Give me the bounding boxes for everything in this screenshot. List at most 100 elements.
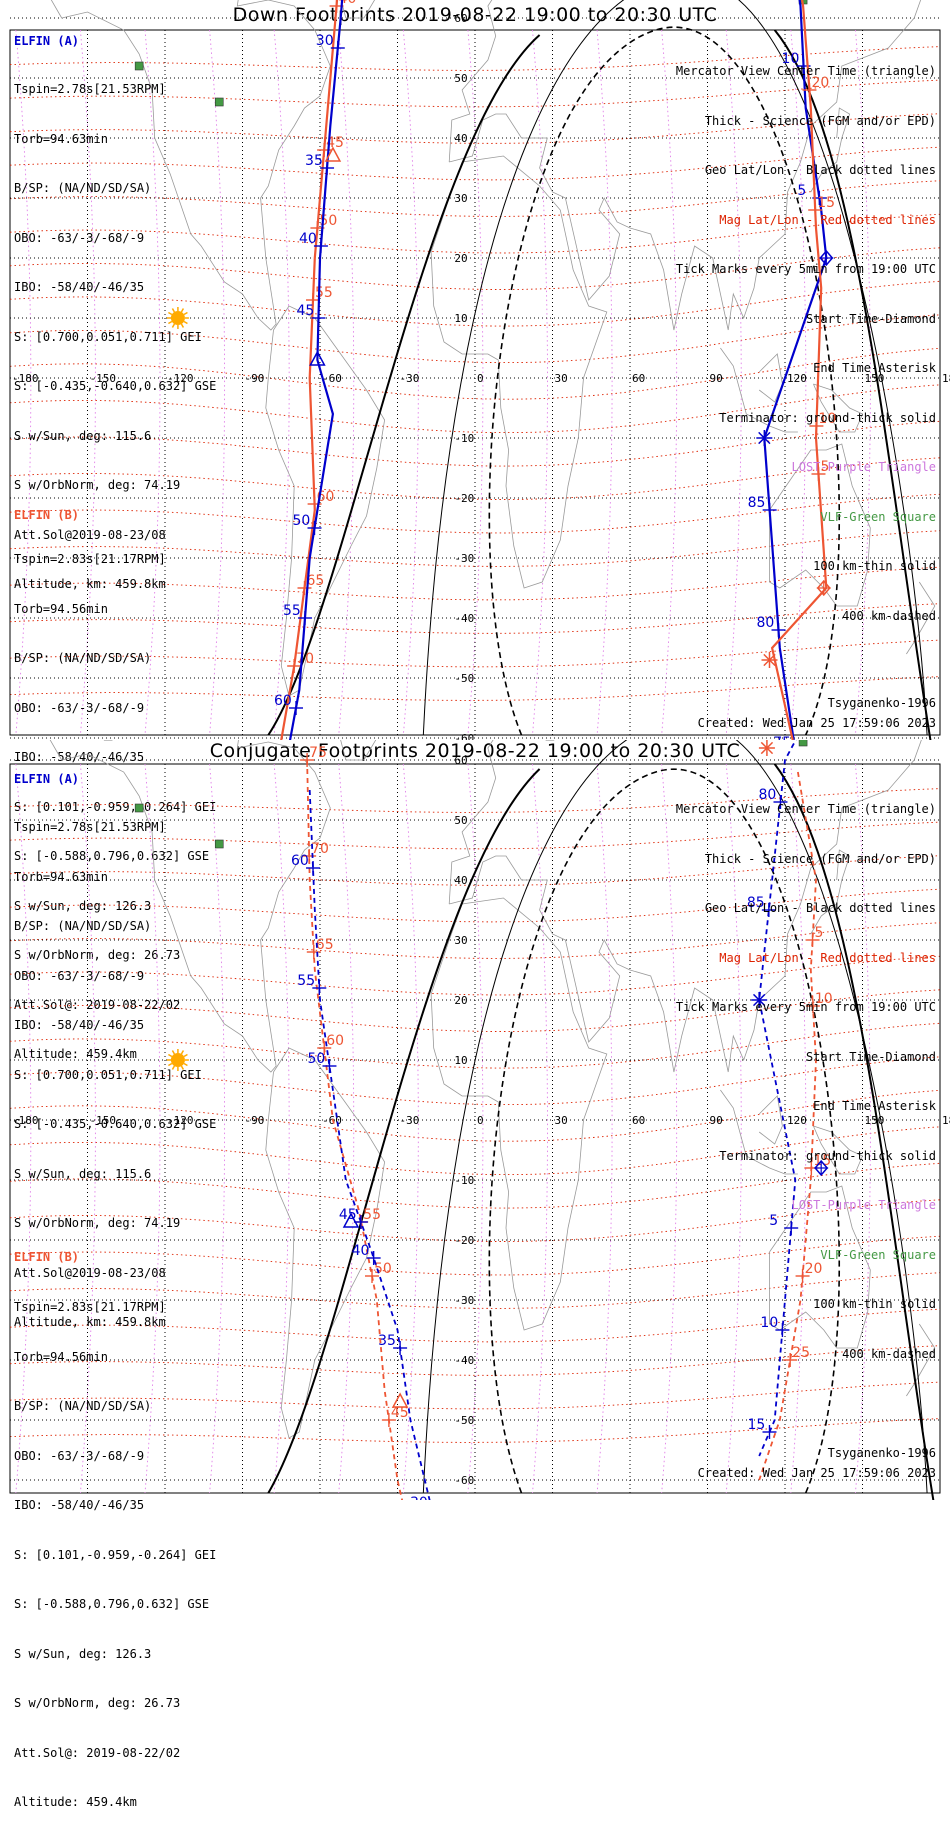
elfin-a-line: S: [0.700,0.051,0.711] GEI [14, 329, 202, 344]
mag-lon-line [790, 763, 807, 1494]
lon-tick-label: 60 [632, 372, 645, 385]
lon-tick-label: 150 [865, 1114, 885, 1127]
coastline [448, 740, 922, 1073]
tick-label: 45 [326, 135, 344, 151]
legend-item: Tick Marks every 5min from 19:00 UTC [675, 1000, 936, 1014]
sun-disk [170, 311, 185, 325]
tick-label: 70 [296, 651, 314, 667]
lat-tick-label: 40 [454, 874, 467, 887]
elfin-b-conj-track-east-line [758, 771, 817, 1481]
lon-tick-label: -90 [245, 1114, 265, 1127]
legend-item: Mag Lat/Lon - Red dotted lines [719, 950, 936, 965]
tick-label: 10 [782, 51, 800, 67]
elfin-a-line: S: [0.700,0.051,0.711] GEI [14, 1067, 202, 1082]
lon-tick-label: -180 [12, 1114, 39, 1127]
sun-ray [183, 311, 188, 316]
mag-lon-line [661, 29, 678, 736]
elfin-b-line: B/SP: (NA/ND/SD/SA) [14, 651, 152, 665]
coastline [265, 305, 386, 697]
lat-tick-label: 60 [454, 12, 467, 25]
tick-label: 40 [352, 1243, 370, 1259]
tick-label: 35 [305, 153, 323, 169]
lat-tick-label: 60 [454, 754, 467, 767]
lat-tick-label: 50 [454, 72, 467, 85]
elfin-a-conj-track-west-line [308, 789, 431, 1500]
sun-icon [166, 1049, 189, 1071]
geo-grid [9, 17, 941, 739]
mag-lon-line [144, 763, 161, 1494]
legend-item: Thick - Science (FGM and/or EPD) [704, 113, 936, 128]
asterisk-stroke [758, 431, 771, 445]
vlf-square-icon [214, 839, 224, 849]
lon-tick-label: 90 [710, 1114, 723, 1127]
elfin-a-line: Tspin=2.78s[21.53RPM] [14, 820, 166, 834]
coastline [720, 1089, 798, 1175]
tick-label: 45 [339, 1207, 357, 1223]
sun-ray [183, 320, 188, 325]
terminator-400km [488, 768, 840, 1494]
tick-label: 80 [757, 615, 775, 631]
panel-title: Down Footprints 2019-08-22 19:00 to 20:3… [232, 4, 718, 26]
lon-tick-label: 120 [787, 372, 807, 385]
tick-label: 75 [309, 745, 327, 761]
elfin-a-line: B/SP: (NA/ND/SD/SA) [14, 919, 152, 933]
mag-lon-lines [15, 763, 871, 1494]
tick-label: 70 [311, 841, 329, 857]
coastline [49, 740, 331, 1073]
mag-lon-line [338, 29, 355, 736]
elfin-b-info: Tspin=2.83s[21.17RPM] Torb=94.56min B/SP… [14, 522, 216, 1092]
sun-ray [168, 311, 173, 316]
tick-label: 85 [747, 895, 765, 911]
lon-tick-label: -120 [167, 1114, 194, 1127]
elfin-a-line: S: [-0.435,-0.640,0.632] GSE [14, 379, 217, 393]
tick-label: 45 [391, 1405, 409, 1421]
tick-label: 5 [769, 1213, 778, 1229]
elfin-b-line: B/SP: (NA/ND/SD/SA) [14, 1399, 152, 1413]
lon-tick-label: -30 [400, 372, 420, 385]
elfin-b-info: Tspin=2.83s[21.17RPM] Torb=94.56min B/SP… [14, 1270, 216, 1840]
legend-item: LOST-Purple Triangle [791, 1198, 937, 1212]
lon-tick-label: -150 [90, 1114, 117, 1127]
sun-ray [171, 1065, 176, 1070]
lat-tick-label: -60 [454, 732, 474, 740]
axis-labels: -180 -150 -120 -90 -60 -30 0 30 60 90 120 150 180 70 6… [12, 12, 950, 740]
elfin-b-track-east-line [770, 0, 828, 740]
mag-grid [9, 46, 941, 701]
view-center-triangle-icon [391, 1392, 409, 1408]
tick-label: 60 [326, 1033, 344, 1049]
mag-lon-line [338, 763, 355, 1494]
legend-item: Terminator: ground-thick solid [719, 1148, 936, 1163]
sun-ray [168, 1062, 173, 1067]
tick-label: 65 [307, 573, 325, 589]
elfin-a-line: S: [-0.435,-0.640,0.632] GSE [14, 1117, 217, 1131]
elfin-a-header: ELFIN (A) [14, 772, 80, 786]
lat-tick-label: -10 [454, 432, 474, 445]
mag-lon-line [596, 29, 613, 736]
mag-lon-line [661, 763, 678, 1494]
lat-tick-label: 20 [454, 252, 467, 265]
elfin-a-line: S w/Sun, deg: 115.6 [14, 428, 152, 443]
legend-item: End Time-Asterisk [813, 1099, 936, 1113]
tick-label: 50 [307, 1051, 325, 1067]
elfin-b-line: S: [-0.588,0.796,0.632] GSE [14, 1597, 210, 1611]
mag-lon-line [532, 763, 548, 1494]
asterisk-stroke [763, 653, 776, 667]
tick-label: 5 [815, 925, 824, 941]
tick-label: 80 [758, 787, 776, 803]
lon-tick-label: -30 [400, 1114, 420, 1127]
elfin-a-line: Altitude, km: 459.8km [14, 1315, 166, 1329]
model-label: Tsyganenko-1996 [827, 696, 936, 710]
lon-tick-label: 0 [477, 372, 484, 385]
lat-tick-label: 10 [454, 1054, 467, 1067]
coastline [906, 581, 936, 655]
lat-tick-label: -40 [454, 612, 474, 625]
lat-tick-label: 30 [454, 192, 467, 205]
lon-tick-label: -90 [245, 372, 265, 385]
elfin-b-line: IBO: -58/40/-46/35 [14, 750, 145, 764]
legend: Mercator View Center Time (triangle) Thi… [676, 772, 936, 1392]
legend-item: 400 km-dashed [842, 608, 936, 623]
elfin-b-conj-track-west: 75 70 65 60 55 50 45 [300, 745, 409, 1500]
coastline [906, 1323, 936, 1397]
asterisk-stroke [760, 741, 774, 755]
